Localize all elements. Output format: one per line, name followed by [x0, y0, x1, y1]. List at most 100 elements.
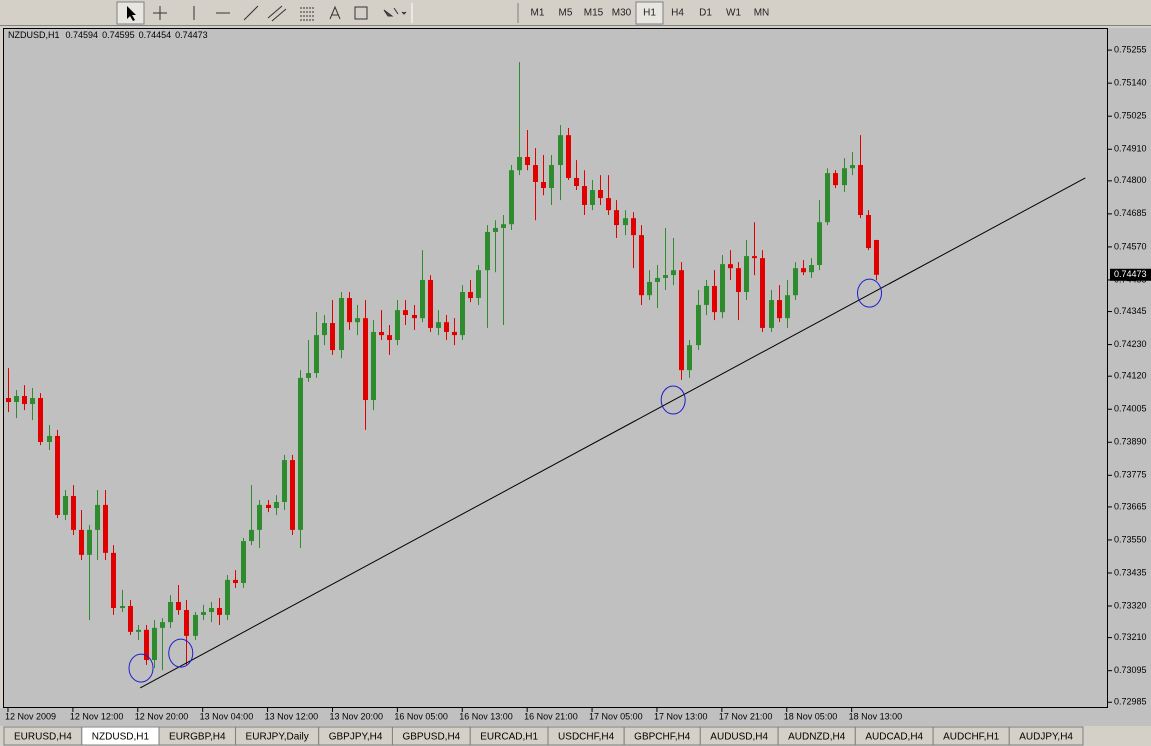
- period-button[interactable]: [748, 2, 775, 24]
- candle-body: [6, 398, 11, 403]
- period-button[interactable]: [635, 1, 664, 25]
- candle-body: [306, 373, 311, 378]
- fibo-icon[interactable]: [300, 7, 314, 21]
- x-tick-label: 17 Nov 13:00: [654, 711, 708, 721]
- tab-label[interactable]: AUDJPY,H4: [1019, 732, 1073, 743]
- x-tick-label: 17 Nov 05:00: [589, 711, 643, 721]
- channel-icon[interactable]: [267, 5, 287, 22]
- period-label[interactable]: D1: [699, 8, 712, 19]
- time-axis-bg: [0, 708, 1151, 726]
- candle-body: [736, 268, 741, 293]
- trendline-icon[interactable]: [243, 5, 259, 21]
- candle-body: [290, 460, 295, 530]
- tab-label[interactable]: AUDCHF,H1: [943, 732, 1000, 743]
- tab-label[interactable]: AUDUSD,H4: [710, 732, 768, 743]
- candle-body: [176, 601, 181, 611]
- candle-body: [144, 629, 149, 661]
- candle-body: [631, 218, 636, 236]
- candle-body: [347, 298, 352, 323]
- candle-body: [655, 277, 660, 282]
- candle-body: [549, 165, 554, 189]
- candle-body: [679, 270, 684, 371]
- tab-label[interactable]: EURJPY,Daily: [246, 732, 309, 743]
- tab-label[interactable]: EURGBP,H4: [169, 732, 226, 743]
- period-button[interactable]: [524, 2, 551, 24]
- period-button[interactable]: [664, 2, 691, 24]
- candle-body: [22, 396, 27, 405]
- candle-body: [47, 435, 52, 442]
- tab[interactable]: [1008, 726, 1084, 746]
- tab-label[interactable]: GBPJPY,H4: [329, 732, 383, 743]
- candle-body: [233, 579, 238, 584]
- period-label[interactable]: H1: [643, 8, 656, 19]
- period-label[interactable]: M5: [559, 8, 573, 19]
- candle-body: [395, 310, 400, 340]
- candle-body: [468, 292, 473, 299]
- plot-border: [3, 28, 1108, 708]
- x-tick-label: 12 Nov 2009: [5, 711, 56, 721]
- candle-body: [639, 235, 644, 296]
- period-button[interactable]: [692, 2, 719, 24]
- circle-annotation: [856, 278, 882, 308]
- y-tick-label: 0.74005: [1114, 404, 1147, 414]
- tab-label[interactable]: GBPCHF,H4: [634, 732, 691, 743]
- text-icon[interactable]: [329, 5, 341, 20]
- x-tick-label: 13 Nov 04:00: [200, 711, 254, 721]
- period-label[interactable]: M30: [612, 8, 632, 19]
- candle-body: [120, 606, 125, 609]
- candle-body: [801, 268, 806, 273]
- label-icon[interactable]: [354, 6, 368, 20]
- period-button[interactable]: [608, 2, 635, 24]
- y-tick-label: 0.75140: [1114, 78, 1147, 88]
- period-label[interactable]: H4: [671, 8, 684, 19]
- candle-body: [136, 629, 141, 632]
- x-tick-label: 18 Nov 05:00: [784, 711, 838, 721]
- candle-body: [330, 323, 335, 351]
- candle-body: [95, 504, 100, 530]
- period-button[interactable]: [720, 2, 747, 24]
- chart: 0.75255 0.75140 0.75025 0.74910 0.74800 0.746…: [5, 44, 1151, 721]
- circle-annotation: [660, 385, 686, 415]
- candle-body: [769, 300, 774, 328]
- y-tick-label: 0.73890: [1114, 437, 1147, 447]
- tab-label[interactable]: NZDUSD,H1: [92, 732, 150, 743]
- x-tick-label: 13 Nov 20:00: [329, 711, 383, 721]
- tab-label[interactable]: EURCAD,H1: [480, 732, 538, 743]
- period-label[interactable]: M1: [531, 8, 545, 19]
- tab-label[interactable]: AUDNZD,H4: [788, 732, 846, 743]
- arrows-icon[interactable]: [383, 7, 407, 17]
- candle-body: [760, 258, 765, 328]
- candle-body: [752, 256, 757, 259]
- price-axis-bg: [1108, 28, 1151, 708]
- candle-body: [30, 398, 35, 405]
- candle-body: [566, 135, 571, 178]
- candle-body: [128, 606, 133, 632]
- y-tick-label: 0.75025: [1114, 111, 1147, 121]
- tab-label[interactable]: GBPUSD,H4: [402, 732, 460, 743]
- candle-body: [744, 256, 749, 293]
- tab-label[interactable]: EURUSD,H4: [14, 732, 72, 743]
- candle-body: [720, 264, 725, 313]
- tab-label[interactable]: USDCHF,H4: [558, 732, 615, 743]
- candle-body: [687, 345, 692, 371]
- crosshair-icon[interactable]: [153, 6, 167, 20]
- candle-body: [842, 168, 847, 186]
- candle-body: [184, 610, 189, 636]
- candle-body: [274, 502, 279, 509]
- candle-body: [444, 322, 449, 332]
- x-tick-label: 16 Nov 13:00: [459, 711, 513, 721]
- candle-body: [339, 298, 344, 351]
- tab-label[interactable]: AUDCAD,H4: [865, 732, 923, 743]
- period-label[interactable]: MN: [754, 8, 770, 19]
- period-button[interactable]: [580, 2, 607, 24]
- period-label[interactable]: W1: [726, 8, 741, 19]
- period-label[interactable]: M15: [584, 8, 604, 19]
- candle-body: [647, 281, 652, 296]
- candle-body: [525, 156, 530, 166]
- candle-body: [257, 504, 262, 530]
- period-button[interactable]: [552, 2, 579, 24]
- candle-body: [825, 173, 830, 223]
- period-bar: M1 M5 M15 M30 H1 H4 D1 W1 MN: [524, 1, 775, 25]
